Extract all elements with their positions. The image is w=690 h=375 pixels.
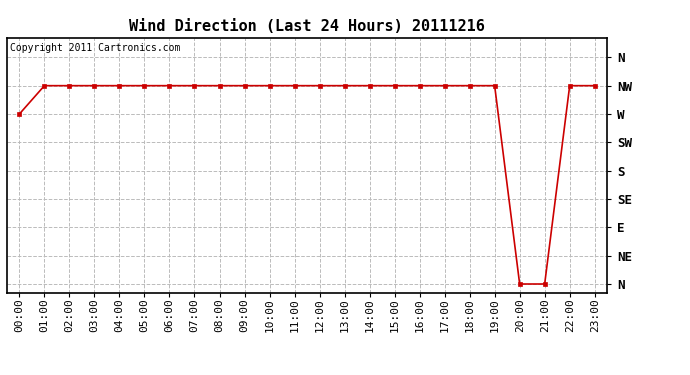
Text: Copyright 2011 Cartronics.com: Copyright 2011 Cartronics.com <box>10 43 180 52</box>
Title: Wind Direction (Last 24 Hours) 20111216: Wind Direction (Last 24 Hours) 20111216 <box>129 18 485 33</box>
